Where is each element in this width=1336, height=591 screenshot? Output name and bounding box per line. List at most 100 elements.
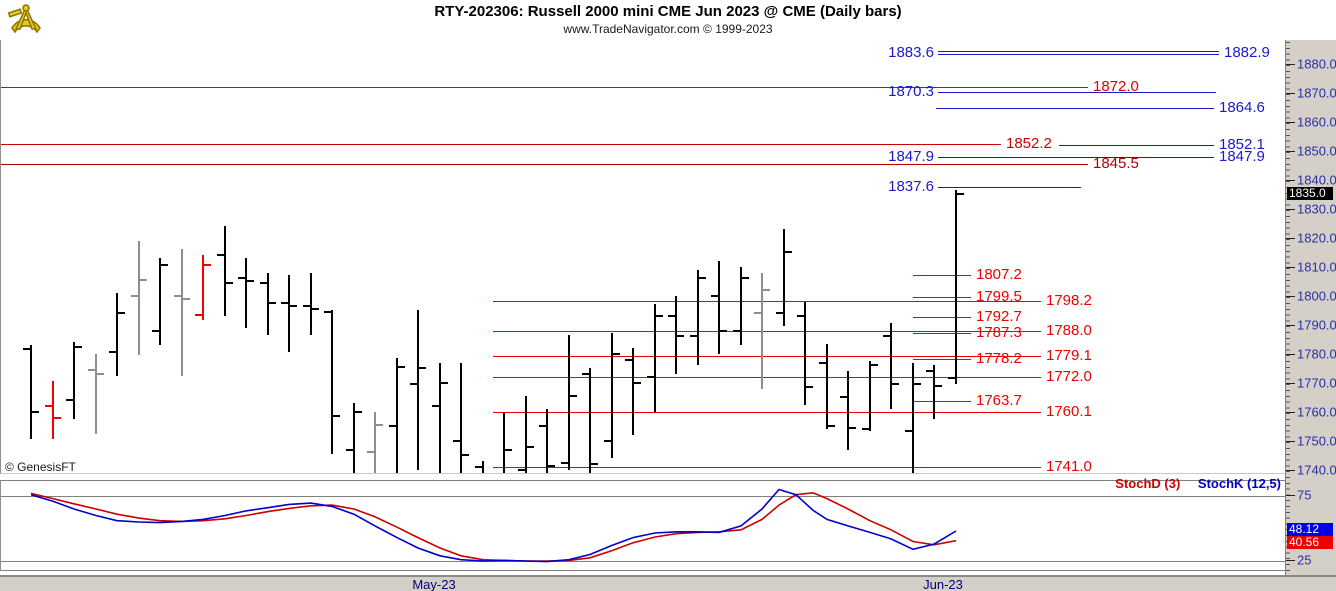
price-level-label: 1798.2 [1046,292,1092,310]
ohlc-open-tick [733,330,740,332]
axis-major-tick [1286,412,1295,413]
ohlc-close-tick [247,280,254,282]
ohlc-open-tick [582,373,589,375]
price-level-line [493,467,1041,468]
ohlc-open-tick [410,383,417,385]
stoch-gridline-25 [1,561,1285,562]
price-level-label: 1741.0 [1046,458,1092,474]
price-level-label: 1763.7 [976,392,1022,410]
price-level-label: 1760.1 [1046,403,1092,421]
ohlc-bar [783,229,785,326]
ohlc-open-tick [109,351,116,353]
price-level-line [493,331,1041,332]
price-axis[interactable]: 1835.0 48.12 40.56 1880.0 1870.0 1860.0 185… [1285,40,1336,575]
price-level-line [913,275,971,276]
price-level-line [493,377,1041,378]
ohlc-close-tick [699,277,706,279]
stoch-curves [30,488,957,563]
axis-tick-label: 1820.0 [1297,230,1336,246]
price-level-label: 1872.0 [1093,78,1139,96]
ohlc-open-tick [711,295,718,297]
ohlc-close-tick [634,382,641,384]
stochk-legend-label: StochK (12,5) [1197,476,1281,491]
axis-major-tick [1286,495,1295,496]
ohlc-bar [267,273,269,335]
ohlc-close-tick [656,315,663,317]
axis-tick-label: 1770.0 [1297,375,1336,391]
axis-major-tick [1286,296,1295,297]
genesis-watermark: © GenesisFT [5,460,76,474]
ohlc-open-tick [217,254,224,256]
ohlc-close-tick [785,251,792,253]
chart-subtitle: www.TradeNavigator.com © 1999-2023 [563,22,773,36]
ohlc-open-tick [453,440,460,442]
ohlc-bar [847,371,849,450]
stoch-legend: StochD (3) StochK (12,5) [0,476,1281,491]
ohlc-close-tick [183,298,190,300]
date-axis[interactable] [0,575,1336,591]
axis-tick-label: 1880.0 [1297,56,1336,72]
ohlc-open-tick [45,405,52,407]
ohlc-close-tick [290,305,297,307]
ohlc-close-tick [54,417,61,419]
ohlc-close-tick [828,425,835,427]
ohlc-bar [568,335,570,470]
stochd-legend-label: StochD (3) [1115,476,1181,491]
axis-tick-label: 1870.0 [1297,85,1336,101]
ohlc-bar [804,302,806,405]
ohlc-bar [611,333,613,458]
ohlc-bar [697,270,699,365]
ohlc-close-tick [548,465,555,467]
ohlc-bar [396,358,398,473]
price-level-line [1059,145,1214,146]
axis-major-tick [1286,122,1295,123]
ohlc-open-tick [324,311,331,313]
axis-tick-label: 1810.0 [1297,259,1336,275]
ohlc-open-tick [561,462,568,464]
ohlc-open-tick [281,302,288,304]
price-level-line [913,359,971,360]
price-level-label: 1792.7 [976,308,1022,326]
ohlc-bar [675,296,677,374]
ohlc-open-tick [303,305,310,307]
stoch-series-line [30,491,957,562]
ohlc-close-tick [312,308,319,310]
ohlc-open-tick [66,399,73,401]
ohlc-open-tick [797,315,804,317]
stochastic-indicator-panel[interactable] [0,480,1285,571]
ohlc-close-tick [763,289,770,291]
ohlc-bar [632,348,634,435]
ohlc-close-tick [32,411,39,413]
price-level-line [938,92,1216,93]
ohlc-close-tick [376,424,383,426]
ohlc-close-tick [355,411,362,413]
price-level-label: 1870.3 [888,83,934,101]
ohlc-bar [116,293,118,376]
price-level-line [913,333,971,334]
ohlc-bar [890,323,892,409]
price-chart-area[interactable]: 1883.6 1882.9 1872.0 1870.3 1864.6 1852.2 1852… [0,40,1286,474]
ohlc-open-tick [152,330,159,332]
ohlc-bar [503,413,505,473]
ohlc-open-tick [238,277,245,279]
price-level-line [493,301,1041,302]
price-level-label: 1787.3 [976,324,1022,342]
ohlc-open-tick [625,359,632,361]
stochd-value-badge: 40.56 [1287,536,1333,549]
axis-tick-label: 1780.0 [1297,346,1336,362]
ohlc-bar [52,381,54,439]
ohlc-close-tick [871,364,878,366]
ohlc-close-tick [204,264,211,266]
ohlc-open-tick [668,315,675,317]
ohlc-open-tick [840,396,847,398]
stoch-tick-label: 25 [1297,552,1312,568]
axis-major-tick [1286,470,1295,471]
ohlc-bar [95,354,97,434]
axis-major-tick [1286,93,1295,94]
ohlc-close-tick [527,446,534,448]
ohlc-bar [654,304,656,412]
ohlc-open-tick [905,430,912,432]
axis-major-tick [1286,180,1295,181]
axis-tick-label: 1750.0 [1297,433,1336,449]
